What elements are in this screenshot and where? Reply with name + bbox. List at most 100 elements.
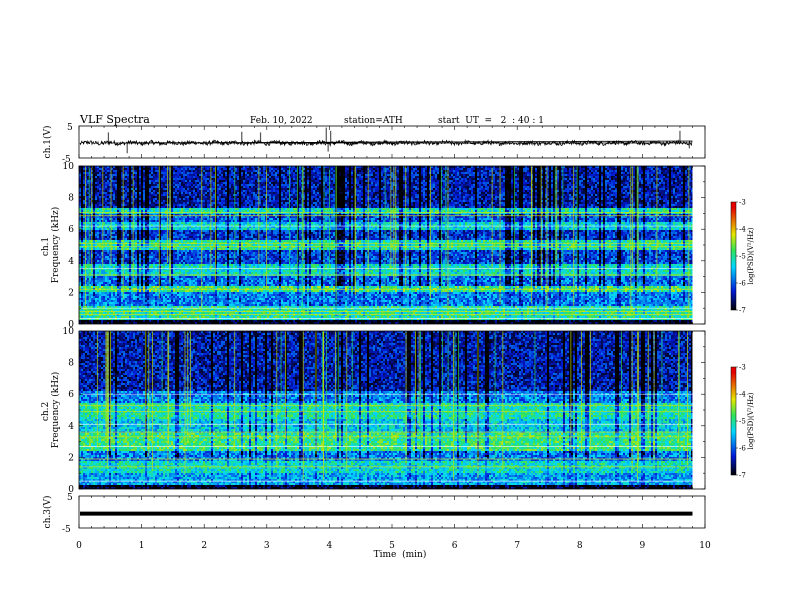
spectrogram-cell [371,180,373,182]
spectrogram-cell [307,180,309,182]
spectrogram-cell [677,174,679,176]
spectrogram-cell [615,168,617,170]
spectrogram-cell [605,178,607,180]
spectrogram-cell [249,168,251,170]
spectrogram-cell [595,174,597,176]
spectrogram-cell [515,174,517,176]
spectrogram-cell [523,174,525,176]
spectrogram-cell [261,172,263,174]
spectrogram-cell [351,178,353,180]
spectrogram-cell [443,178,445,180]
spectrogram-cell [497,174,499,176]
spectrogram-cell [391,178,393,180]
spectrogram-cell [197,178,199,180]
spectrogram-cell [463,170,465,172]
spectrogram-cell [603,170,605,172]
spectrogram-cell [99,170,101,172]
spectrogram-cell [419,176,421,178]
spectrogram-cell [171,180,173,182]
spectrogram-cell [455,172,457,174]
spectrogram-cell [549,174,551,176]
spectrogram-cell [293,172,295,174]
spectrogram-cell [93,178,95,180]
spectrogram-cell [227,178,229,180]
spectrogram-cell [177,170,179,172]
spectrogram-cell [325,170,327,172]
spectrogram-cell [137,168,139,170]
spectrogram-cell [163,180,165,182]
spectrogram-cell [439,176,441,178]
spectrogram-cell [331,178,333,180]
spectrogram-cell [669,170,671,172]
spectrogram-cell [595,168,597,170]
spectrogram-cell [105,176,107,178]
spectrogram-cell [281,172,283,174]
spectrogram-cell [563,174,565,176]
spectrogram-cell [659,170,661,172]
spectrogram-cell [135,174,137,176]
spectrogram-cell [285,178,287,180]
spectrogram-cell [137,176,139,178]
spectrogram-cell [117,174,121,176]
spectrogram-cell [639,178,641,180]
spectrogram-cell [377,178,379,180]
spectrogram-cell [479,174,481,176]
spectrogram-cell [495,168,497,170]
spectrogram-cell [557,178,559,180]
spectrogram-cell [199,176,201,178]
spectrogram-cell [155,178,157,180]
spectrogram-cell [423,176,425,178]
spectrogram-cell [205,176,207,178]
spectrogram-cell [81,174,83,176]
spectrogram-cell [381,172,383,174]
spectrogram-cell [143,172,145,174]
spectrogram-cell [321,174,323,176]
spectrogram-cell [443,172,445,174]
spectrogram-cell [533,168,535,170]
spectrogram-cell [489,170,491,172]
spectrogram-cell [149,180,151,182]
spectrogram-cell [471,172,473,174]
spectrogram-cell [213,180,215,182]
spectrogram-cell [259,176,261,178]
spectrogram-cell [139,172,141,174]
spectrogram-cell [475,178,477,180]
spectrogram-cell [263,178,265,180]
spectrogram-cell [427,170,429,172]
spectrogram-cell [473,176,475,178]
spectrogram-cell [397,170,399,172]
spectrogram-cell [613,172,615,174]
spectrogram-cell [349,170,351,172]
spectrogram-cell [157,170,159,172]
spectrogram-cell [579,178,581,180]
spectrogram-cell [645,176,647,178]
spectrogram-cell [507,172,509,174]
date-label: Feb. 10, 2022 [250,116,313,126]
spectrogram-cell [311,170,313,172]
spectrogram-cell [199,178,201,180]
spectrogram-cell [493,174,495,176]
spectrogram-cell [105,174,107,176]
spectrogram-cell [287,180,289,182]
spectrogram-cell [359,168,361,170]
spectrogram-cell [245,180,247,182]
spectrogram-cell [239,176,241,178]
spectrogram-cell [525,170,527,172]
spectrogram-cell [463,172,465,174]
spectrogram-cell [155,170,157,172]
spectrogram-cell [221,180,223,182]
spectrogram-cell [131,170,133,172]
spectrogram-cell [157,180,159,182]
spectrogram-cell [229,170,231,172]
spectrogram-cell [635,178,637,180]
spectrogram-cell [433,172,435,174]
spectrogram-cell [381,178,383,180]
spectrogram-cell [181,178,183,180]
spectrogram-cell [677,172,679,174]
spectrogram-cell [177,180,179,182]
spectrogram-cell [363,174,365,176]
spectrogram-cell [613,178,615,180]
spectrogram-cell [481,168,483,170]
spectrogram-cell [625,174,627,176]
spectrogram-cell [187,172,189,174]
